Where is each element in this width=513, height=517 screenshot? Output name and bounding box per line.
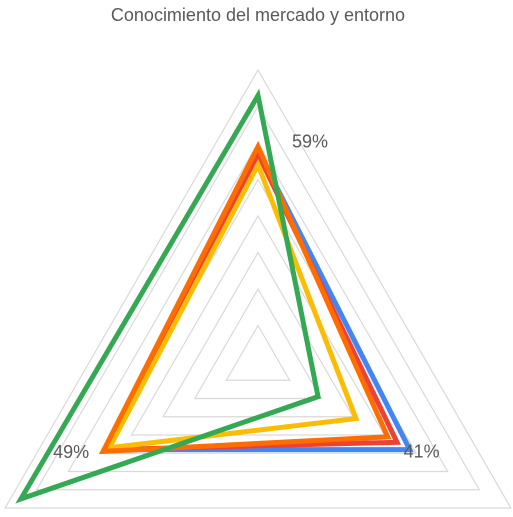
grid-ring: [67, 141, 449, 473]
data-label: 59%: [292, 131, 328, 151]
grid-ring: [98, 178, 418, 454]
axis-label: Conocimiento del mercado y entorno: [110, 5, 406, 25]
series-line: [98, 140, 392, 455]
grid-ring: [4, 68, 512, 509]
series-line: [15, 88, 321, 504]
data-label: 41%: [404, 442, 440, 462]
series-line: [105, 158, 360, 451]
grid-ring: [225, 324, 291, 381]
grid-ring: [35, 105, 481, 491]
grid-ring: [193, 287, 323, 400]
series-line: [102, 144, 414, 453]
data-label: 49%: [53, 442, 89, 462]
